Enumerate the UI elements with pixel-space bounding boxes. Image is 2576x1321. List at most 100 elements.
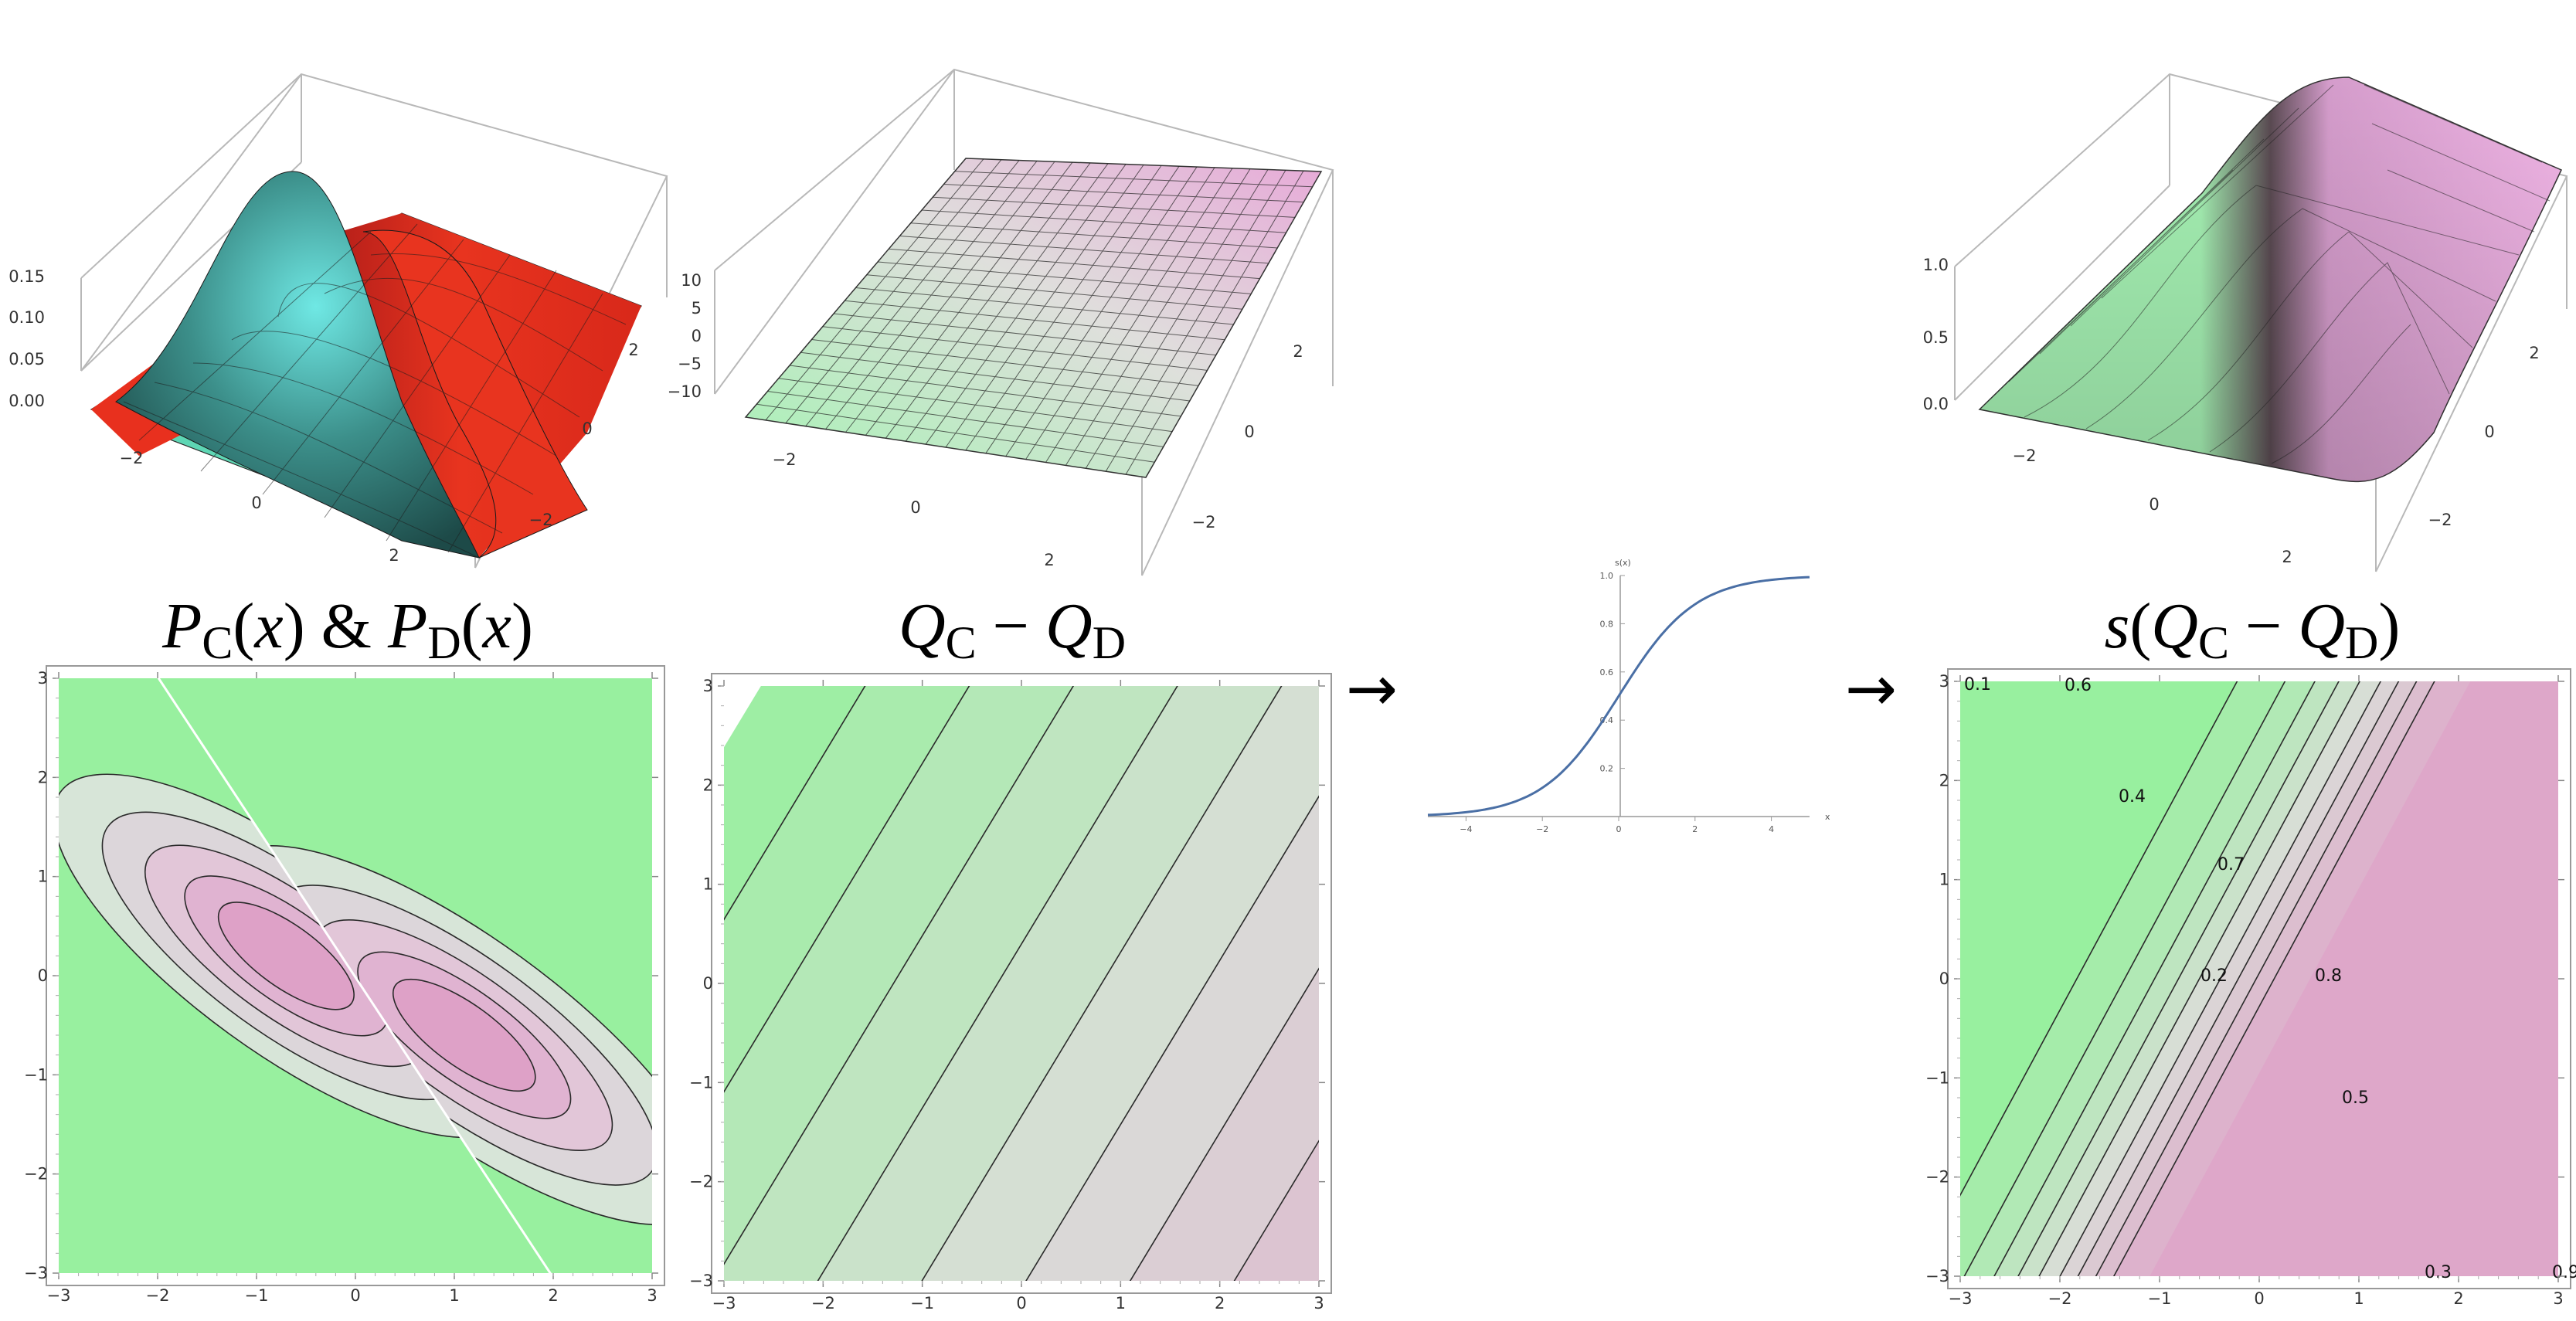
y-tick: 0 [1244,423,1254,441]
contour-label: 0.1 [1964,675,1991,694]
contour-band [817,686,1282,1281]
y-tick-label: 1 [38,868,48,886]
x-tick: 0 [910,498,920,517]
contour-label: 0.7 [2217,855,2245,874]
y-tick: 2 [2529,344,2539,362]
contour-ellipse [392,978,536,1092]
x-tick-label: −1 [910,1294,934,1313]
contour-band [1334,678,1806,1289]
surface-plot-difference: 10 5 0 −5 −10 −2 0 2 2 0 −2 [668,68,1334,576]
contour-line [724,686,866,921]
x-tick-label: −2 [146,1286,170,1305]
contour-line [817,686,1178,1281]
x-tick-label: −3 [1949,1289,1973,1308]
z-tick: 0.10 [8,308,45,327]
x-tick-label: −2 [1536,824,1548,834]
x-tick: −2 [2013,447,2037,465]
y-tick-label: 0.8 [1600,619,1614,629]
y-tick-label: 3 [703,677,713,695]
surface-plot-sigmoid: 1.0 0.5 0.0 −2 0 2 2 0 −2 [1923,73,2568,572]
contour-band [1438,678,1911,1289]
z-tick: 10 [681,271,702,290]
y-tick-label: −2 [689,1173,713,1191]
z-tick: 1.0 [1923,256,1949,274]
contour-plot-densities: −3 3 −2 2 −1 1 0 0 1 −1 2 −2 3 −3 [24,665,665,1305]
y-tick-label: 3 [1939,672,1949,691]
contour-band [1130,968,1319,1281]
contour-line [1542,678,1911,1289]
title-densities: PC(x) & PD(x) [162,590,533,668]
x-tick-label: 3 [2553,1289,2563,1308]
z-tick: −5 [678,355,702,373]
contour-line [1129,967,1319,1281]
contour-band [724,686,1178,1281]
title-difference: QC − QD [898,590,1127,668]
contour-label: 0.3 [2425,1263,2452,1282]
y-tick-label: 1.0 [1600,571,1614,581]
x-axis-label: x [1825,812,1830,822]
x-tick-label: −3 [712,1294,736,1313]
y-tick-label: 0.6 [1600,667,1614,677]
contour-line [1025,795,1319,1281]
contour-line [1963,681,2286,1276]
contour-label: 0.5 [2342,1088,2369,1108]
mesh-line [1125,170,1304,475]
x-tick-label: −2 [2048,1289,2072,1308]
mesh-line [943,184,1304,203]
title-sigmoid: s(QC − QD) [2104,590,2401,668]
x-tick: 0 [251,494,261,512]
y-tick-label: 2 [38,768,48,786]
y-tick: 2 [1293,342,1303,361]
contour-line [2077,681,2400,1276]
contour-line [2017,681,2340,1276]
y-tick: 0 [2484,423,2494,441]
x-tick: −2 [120,449,144,467]
z-tick: 5 [692,299,702,318]
y-tick-label: −3 [24,1264,48,1282]
z-tick: −10 [668,382,702,401]
mesh-line [965,165,1162,451]
mesh-line [889,248,1260,280]
mesh-line [954,171,1313,188]
x-tick: 2 [2282,548,2292,566]
x-tick-label: −3 [47,1286,71,1305]
mesh-line [1045,168,1233,463]
y-tick-label: −3 [689,1272,713,1290]
mesh-line [1105,170,1286,472]
contour-line [1334,678,1702,1289]
contour-line [2059,681,2382,1276]
x-tick-label: −2 [811,1294,835,1313]
y-axis-label: s(x) [1615,558,1631,568]
contour-line [724,686,970,1093]
mesh-line [985,165,1180,454]
z-tick: 0.05 [8,350,45,368]
x-tick-label: 1 [449,1286,459,1305]
z-tick: 0.00 [8,392,45,410]
z-tick: 0.5 [1923,328,1949,347]
z-tick: 0 [692,327,702,345]
x-tick-label: 3 [647,1286,657,1305]
x-tick: 2 [389,546,399,565]
z-tick: 0.15 [8,267,45,286]
arrow-to-sigmoid: → [1346,653,1398,725]
y-tick-label: 0 [703,974,713,993]
contour-band [1234,1140,1319,1281]
x-tick-label: 2 [1215,1294,1225,1313]
x-tick-label: 4 [1769,824,1774,834]
x-tick-label: 0 [350,1286,360,1305]
surface-plot-densities: 0.15 0.10 0.05 0.00 −2 0 2 2 0 −2 [8,73,668,569]
y-tick-label: −3 [1925,1267,1949,1285]
y-tick: −2 [2428,511,2452,529]
contour-line [921,686,1283,1281]
sigmoid-curve [1427,576,1810,817]
mesh-line [910,222,1278,249]
x-tick-label: 2 [1692,824,1698,834]
mesh-line [877,261,1252,294]
x-tick-label: 1 [1116,1294,1126,1313]
mesh-line [945,165,1144,448]
y-tick: −2 [1192,513,1216,531]
x-tick-label: 1 [2353,1289,2364,1308]
contour-plot-sigmoid: 0.1 0.6 0.4 0.7 0.2 0.8 0.5 0.3 0.9 −3 3 −2 2 −1 1 0 0 1… [1925,668,2576,1308]
mesh-line [1065,168,1251,466]
x-tick: 0 [2149,495,2159,514]
